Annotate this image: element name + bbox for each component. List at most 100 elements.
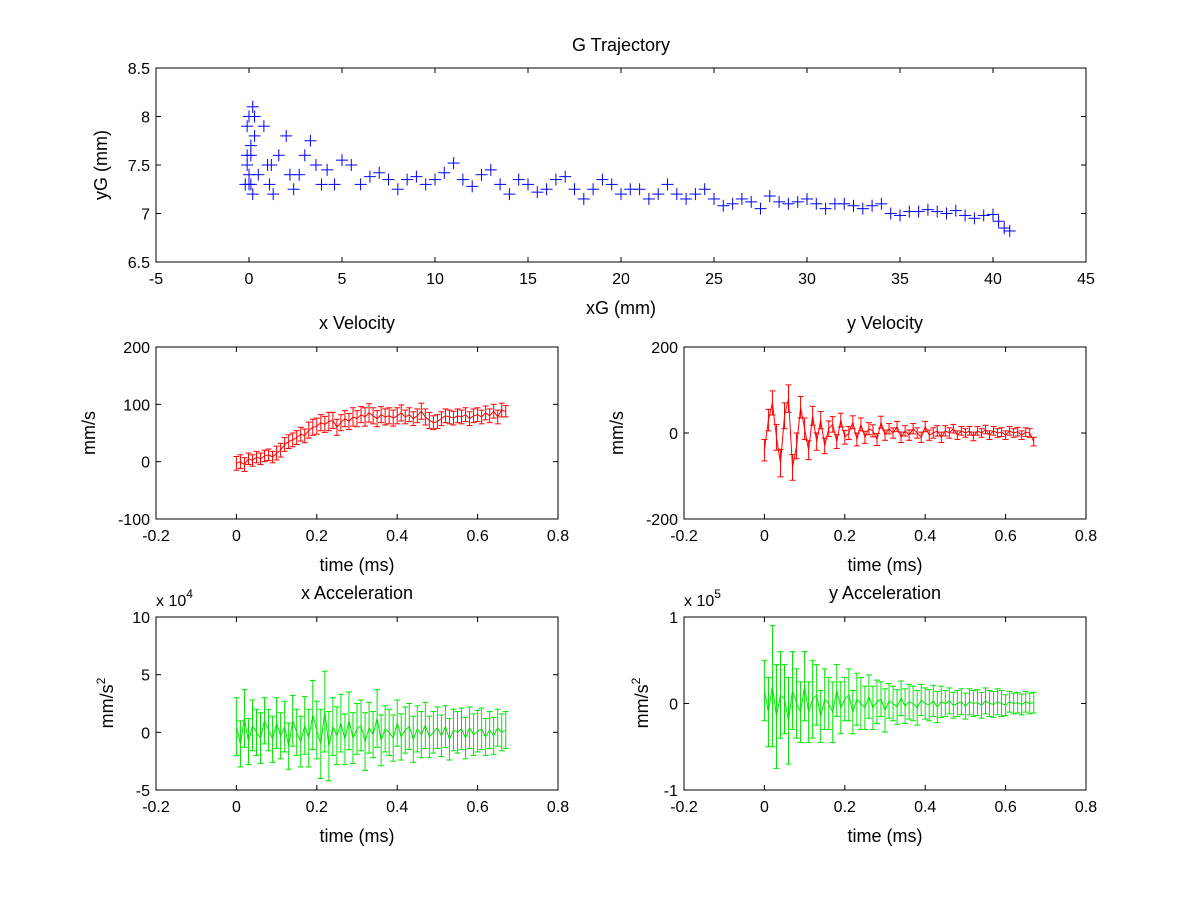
y-tick-label: 200 [651, 340, 678, 357]
trajectory-marker [587, 183, 600, 196]
y-tick-label: 7.5 [128, 158, 150, 175]
x-tick-label: 0.4 [914, 528, 936, 545]
trajectory-marker [735, 192, 748, 205]
y-tick-label: 0 [669, 697, 678, 714]
trajectory-marker [466, 180, 479, 193]
x-tick-label: 25 [705, 271, 723, 288]
trajectory-marker [959, 209, 972, 222]
trajectory-marker [309, 159, 322, 171]
y-tick-label: 0 [141, 725, 150, 742]
y-tick-label: 200 [123, 340, 150, 357]
x-tick-label: 0.4 [914, 799, 936, 816]
y-tick-label: 1 [669, 610, 678, 627]
x-tick-label: 0.8 [1075, 528, 1097, 545]
trajectory-marker [689, 188, 702, 201]
x-tick-label: 35 [891, 271, 909, 288]
trajectory-marker [577, 192, 590, 205]
x-tick-label: 0.8 [1075, 799, 1097, 816]
trajectory-marker [293, 168, 306, 181]
trajectory-marker [531, 186, 544, 199]
x-acceleration-x-axis-label: time (ms) [320, 826, 395, 846]
trajectory-marker [363, 170, 376, 183]
x-tick-label: 0.8 [547, 528, 569, 545]
x-tick-label: 10 [426, 271, 444, 288]
x-velocity-x-ticks: -0.2 0 0.2 0.4 0.6 0.8 [142, 347, 569, 545]
trajectory-marker [698, 183, 711, 196]
trajectory-marker [615, 188, 627, 201]
x-velocity-x-axis-label: time (ms) [320, 555, 395, 575]
x-tick-label: -5 [149, 271, 163, 288]
x-tick-label: -0.2 [142, 528, 170, 545]
series-line [763, 686, 1034, 721]
x-tick-label: 0 [760, 799, 769, 816]
x-tick-label: 0 [232, 799, 241, 816]
x-tick-label: 0.6 [466, 528, 488, 545]
trajectory-marker [884, 207, 897, 220]
trajectory-marker [708, 192, 720, 205]
y-tick-label: 8.5 [128, 61, 150, 78]
trajectory-marker [257, 120, 270, 133]
y-acceleration-y-ticks: -1 0 1 [664, 610, 1086, 800]
y-tick-label: -1 [664, 783, 678, 800]
trajectory-marker [272, 149, 285, 162]
x-tick-label: 5 [338, 271, 347, 288]
x-tick-label: 40 [984, 271, 1002, 288]
trajectory-marker [267, 188, 280, 201]
trajectory-marker [438, 166, 451, 179]
y-tick-label: -200 [646, 512, 678, 529]
trajectory-marker [949, 204, 962, 217]
trajectory-marker [248, 110, 261, 123]
trajectory-marker [1003, 224, 1016, 237]
series-line [763, 398, 1035, 468]
trajectory-marker [456, 173, 469, 186]
trajectory-marker [315, 178, 328, 191]
trajectory-title: G Trajectory [572, 35, 670, 55]
trajectory-marker [265, 159, 278, 171]
trajectory-marker [298, 149, 311, 162]
x-acceleration-scale-power: 4 [186, 587, 193, 601]
trajectory-marker [680, 192, 693, 205]
trajectory-marker [605, 178, 618, 191]
error-bar [233, 697, 240, 756]
trajectory-marker [652, 188, 665, 201]
x-tick-label: -0.2 [670, 799, 698, 816]
y-acceleration-y-label-exponent: 2 [629, 677, 643, 684]
x-tick-label: -0.2 [142, 799, 170, 816]
y-tick-label: 5 [141, 668, 150, 685]
trajectory-marker [321, 163, 334, 176]
trajectory-y-ticks: 6.5 7 7.5 8 8.5 [128, 61, 1086, 272]
x-tick-label: 15 [519, 271, 537, 288]
x-velocity-plot-area [155, 346, 559, 520]
trajectory-markers [239, 100, 1016, 237]
trajectory-plot-area [155, 67, 1087, 263]
x-tick-label: 20 [612, 271, 630, 288]
x-tick-label: -0.2 [670, 528, 698, 545]
trajectory-marker [838, 197, 851, 210]
trajectory-marker [754, 202, 767, 215]
trajectory-marker [484, 163, 497, 176]
x-acceleration-scale-base: x 10 [156, 593, 186, 610]
x-acceleration-series [233, 670, 509, 782]
y-acceleration-x-ticks: -0.2 0 0.2 0.4 0.6 0.8 [670, 617, 1097, 816]
trajectory-marker [354, 178, 367, 191]
y-tick-label: 100 [123, 397, 150, 414]
trajectory-marker [540, 183, 553, 196]
x-acceleration-y-ticks: -5 0 5 10 [132, 610, 558, 800]
trajectory-marker [968, 212, 981, 225]
x-tick-label: 0.2 [306, 799, 328, 816]
series-line [235, 711, 506, 747]
trajectory-axes: -5 0 5 10 15 20 25 30 35 40 45 6.5 7 7.5 8 8.5 G Traje… [91, 35, 1095, 318]
trajectory-marker [931, 205, 944, 218]
trajectory-marker [596, 173, 609, 186]
trajectory-marker [244, 149, 257, 162]
y-velocity-y-axis-label: mm/s [607, 411, 627, 455]
trajectory-marker [763, 190, 776, 203]
x-acceleration-y-label-exponent: 2 [94, 677, 108, 684]
trajectory-marker [373, 166, 386, 179]
y-tick-label: -5 [136, 783, 150, 800]
trajectory-marker [246, 188, 259, 201]
trajectory-marker [419, 178, 432, 191]
y-acceleration-title: y Acceleration [829, 583, 941, 603]
x-velocity-y-ticks: -100 0 100 200 [118, 340, 558, 529]
trajectory-x-ticks: -5 0 5 10 15 20 25 30 35 40 45 [149, 68, 1095, 288]
